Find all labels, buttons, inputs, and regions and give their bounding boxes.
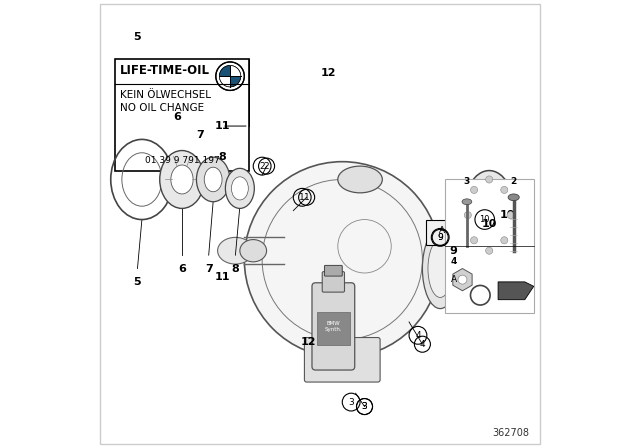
Ellipse shape <box>508 194 519 201</box>
Text: 5: 5 <box>134 32 141 42</box>
Ellipse shape <box>160 151 204 208</box>
Text: 11: 11 <box>214 121 230 131</box>
Ellipse shape <box>240 240 267 262</box>
Text: 3: 3 <box>464 177 470 186</box>
Text: 10: 10 <box>499 210 515 220</box>
Circle shape <box>500 186 508 194</box>
Text: 10: 10 <box>481 219 497 229</box>
Text: 1: 1 <box>304 193 310 202</box>
FancyBboxPatch shape <box>324 265 342 276</box>
Circle shape <box>244 162 440 358</box>
Text: 9: 9 <box>437 233 443 242</box>
Text: 7: 7 <box>205 263 212 274</box>
Text: 10: 10 <box>479 215 490 224</box>
Ellipse shape <box>469 182 509 249</box>
FancyBboxPatch shape <box>312 283 355 370</box>
Ellipse shape <box>204 167 222 192</box>
Ellipse shape <box>232 177 248 200</box>
Text: LIFE-TIME-OIL: LIFE-TIME-OIL <box>120 64 210 77</box>
Ellipse shape <box>422 228 458 309</box>
Ellipse shape <box>196 157 230 202</box>
Ellipse shape <box>479 198 499 232</box>
Ellipse shape <box>171 165 193 194</box>
Text: 362708: 362708 <box>492 428 529 438</box>
Text: 4: 4 <box>415 331 420 340</box>
FancyBboxPatch shape <box>445 180 534 313</box>
Circle shape <box>507 211 514 219</box>
Text: BMW
Synth.: BMW Synth. <box>324 321 342 332</box>
Text: 1: 1 <box>300 193 305 202</box>
Wedge shape <box>220 76 230 87</box>
Text: A: A <box>440 226 445 235</box>
Text: NO OIL CHANGE: NO OIL CHANGE <box>120 103 204 113</box>
Text: 01 39 9 791 197: 01 39 9 791 197 <box>145 156 220 165</box>
Text: 2: 2 <box>259 162 265 171</box>
Text: 12: 12 <box>321 68 337 78</box>
Ellipse shape <box>225 168 254 208</box>
Ellipse shape <box>218 237 253 264</box>
FancyBboxPatch shape <box>115 59 249 171</box>
Text: 6: 6 <box>173 112 182 122</box>
Wedge shape <box>230 65 241 76</box>
Ellipse shape <box>463 171 516 260</box>
Circle shape <box>470 186 477 194</box>
Circle shape <box>486 176 493 183</box>
Circle shape <box>464 211 472 219</box>
Text: 6: 6 <box>178 263 186 274</box>
Ellipse shape <box>338 166 382 193</box>
Polygon shape <box>498 282 534 300</box>
Ellipse shape <box>428 240 452 297</box>
Text: 5: 5 <box>134 277 141 287</box>
Text: 4: 4 <box>420 340 425 349</box>
Text: 8: 8 <box>232 263 239 274</box>
Text: 7: 7 <box>196 130 204 140</box>
Text: 2: 2 <box>511 177 516 186</box>
Text: 4: 4 <box>451 257 457 267</box>
FancyBboxPatch shape <box>322 271 344 292</box>
Wedge shape <box>220 65 230 76</box>
Text: 11: 11 <box>214 272 230 282</box>
Text: 12: 12 <box>301 337 317 347</box>
Circle shape <box>486 247 493 254</box>
Ellipse shape <box>462 199 472 205</box>
Text: 2: 2 <box>264 162 269 171</box>
Text: A: A <box>451 275 456 284</box>
Wedge shape <box>230 76 241 87</box>
Text: 3: 3 <box>362 402 367 411</box>
Text: KEIN ÖLWECHSEL: KEIN ÖLWECHSEL <box>120 90 211 100</box>
Text: 8: 8 <box>218 152 226 162</box>
Circle shape <box>458 275 467 284</box>
Text: 3: 3 <box>362 402 367 411</box>
Text: 3: 3 <box>348 397 354 407</box>
FancyBboxPatch shape <box>426 220 460 246</box>
Circle shape <box>470 237 477 244</box>
FancyBboxPatch shape <box>317 312 350 345</box>
Text: 9: 9 <box>450 246 458 256</box>
Circle shape <box>500 237 508 244</box>
FancyBboxPatch shape <box>305 337 380 382</box>
Text: 9: 9 <box>437 233 443 242</box>
